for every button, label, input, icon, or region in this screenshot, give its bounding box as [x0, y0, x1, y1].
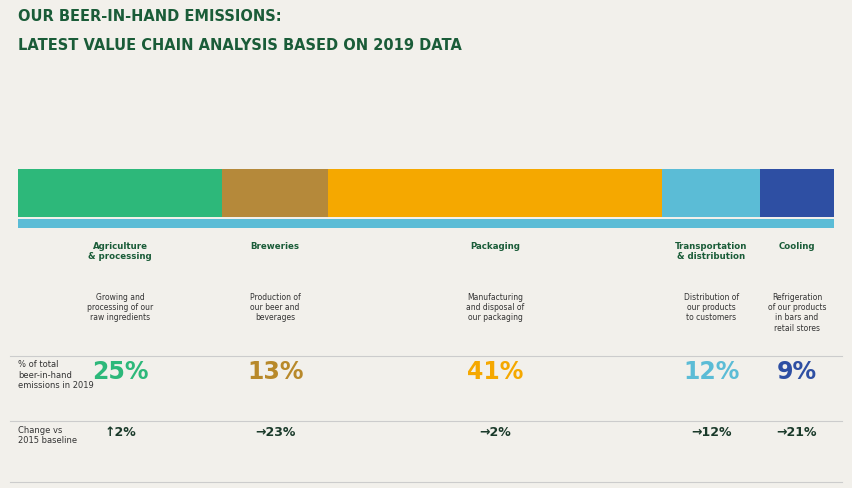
Bar: [222, 169, 328, 217]
Bar: [19, 169, 222, 217]
Text: % of total
beer-in-hand
emissions in 2019: % of total beer-in-hand emissions in 201…: [19, 361, 94, 390]
Text: Manufacturing
and disposal of
our packaging: Manufacturing and disposal of our packag…: [466, 292, 525, 322]
Text: →23%: →23%: [255, 426, 296, 439]
Text: ↑2%: ↑2%: [105, 426, 136, 439]
Text: Transportation
& distribution: Transportation & distribution: [675, 242, 747, 261]
Text: Cooling: Cooling: [779, 242, 815, 250]
Bar: [760, 169, 833, 217]
Text: Agriculture
& processing: Agriculture & processing: [89, 242, 153, 261]
Text: LATEST VALUE CHAIN ANALYSIS BASED ON 2019 DATA: LATEST VALUE CHAIN ANALYSIS BASED ON 201…: [19, 38, 463, 53]
Text: 25%: 25%: [92, 361, 148, 385]
Text: Refrigeration
of our products
in bars and
retail stores: Refrigeration of our products in bars an…: [768, 292, 826, 333]
Text: Change vs
2015 baseline: Change vs 2015 baseline: [19, 426, 78, 446]
Text: →2%: →2%: [480, 426, 511, 439]
Text: 13%: 13%: [247, 361, 303, 385]
Text: 12%: 12%: [683, 361, 740, 385]
Text: Distribution of
our products
to customers: Distribution of our products to customer…: [684, 292, 739, 322]
Bar: [662, 169, 760, 217]
Text: 9%: 9%: [777, 361, 817, 385]
Text: OUR BEER-IN-HAND EMISSIONS:: OUR BEER-IN-HAND EMISSIONS:: [19, 9, 282, 23]
Text: 41%: 41%: [467, 361, 523, 385]
Bar: [328, 169, 662, 217]
Text: →21%: →21%: [777, 426, 817, 439]
Bar: [19, 219, 833, 228]
Text: Growing and
processing of our
raw ingredients: Growing and processing of our raw ingred…: [87, 292, 153, 322]
Text: →12%: →12%: [691, 426, 732, 439]
Text: Packaging: Packaging: [470, 242, 521, 250]
Text: Production of
our beer and
beverages: Production of our beer and beverages: [250, 292, 301, 322]
Text: Breweries: Breweries: [250, 242, 300, 250]
